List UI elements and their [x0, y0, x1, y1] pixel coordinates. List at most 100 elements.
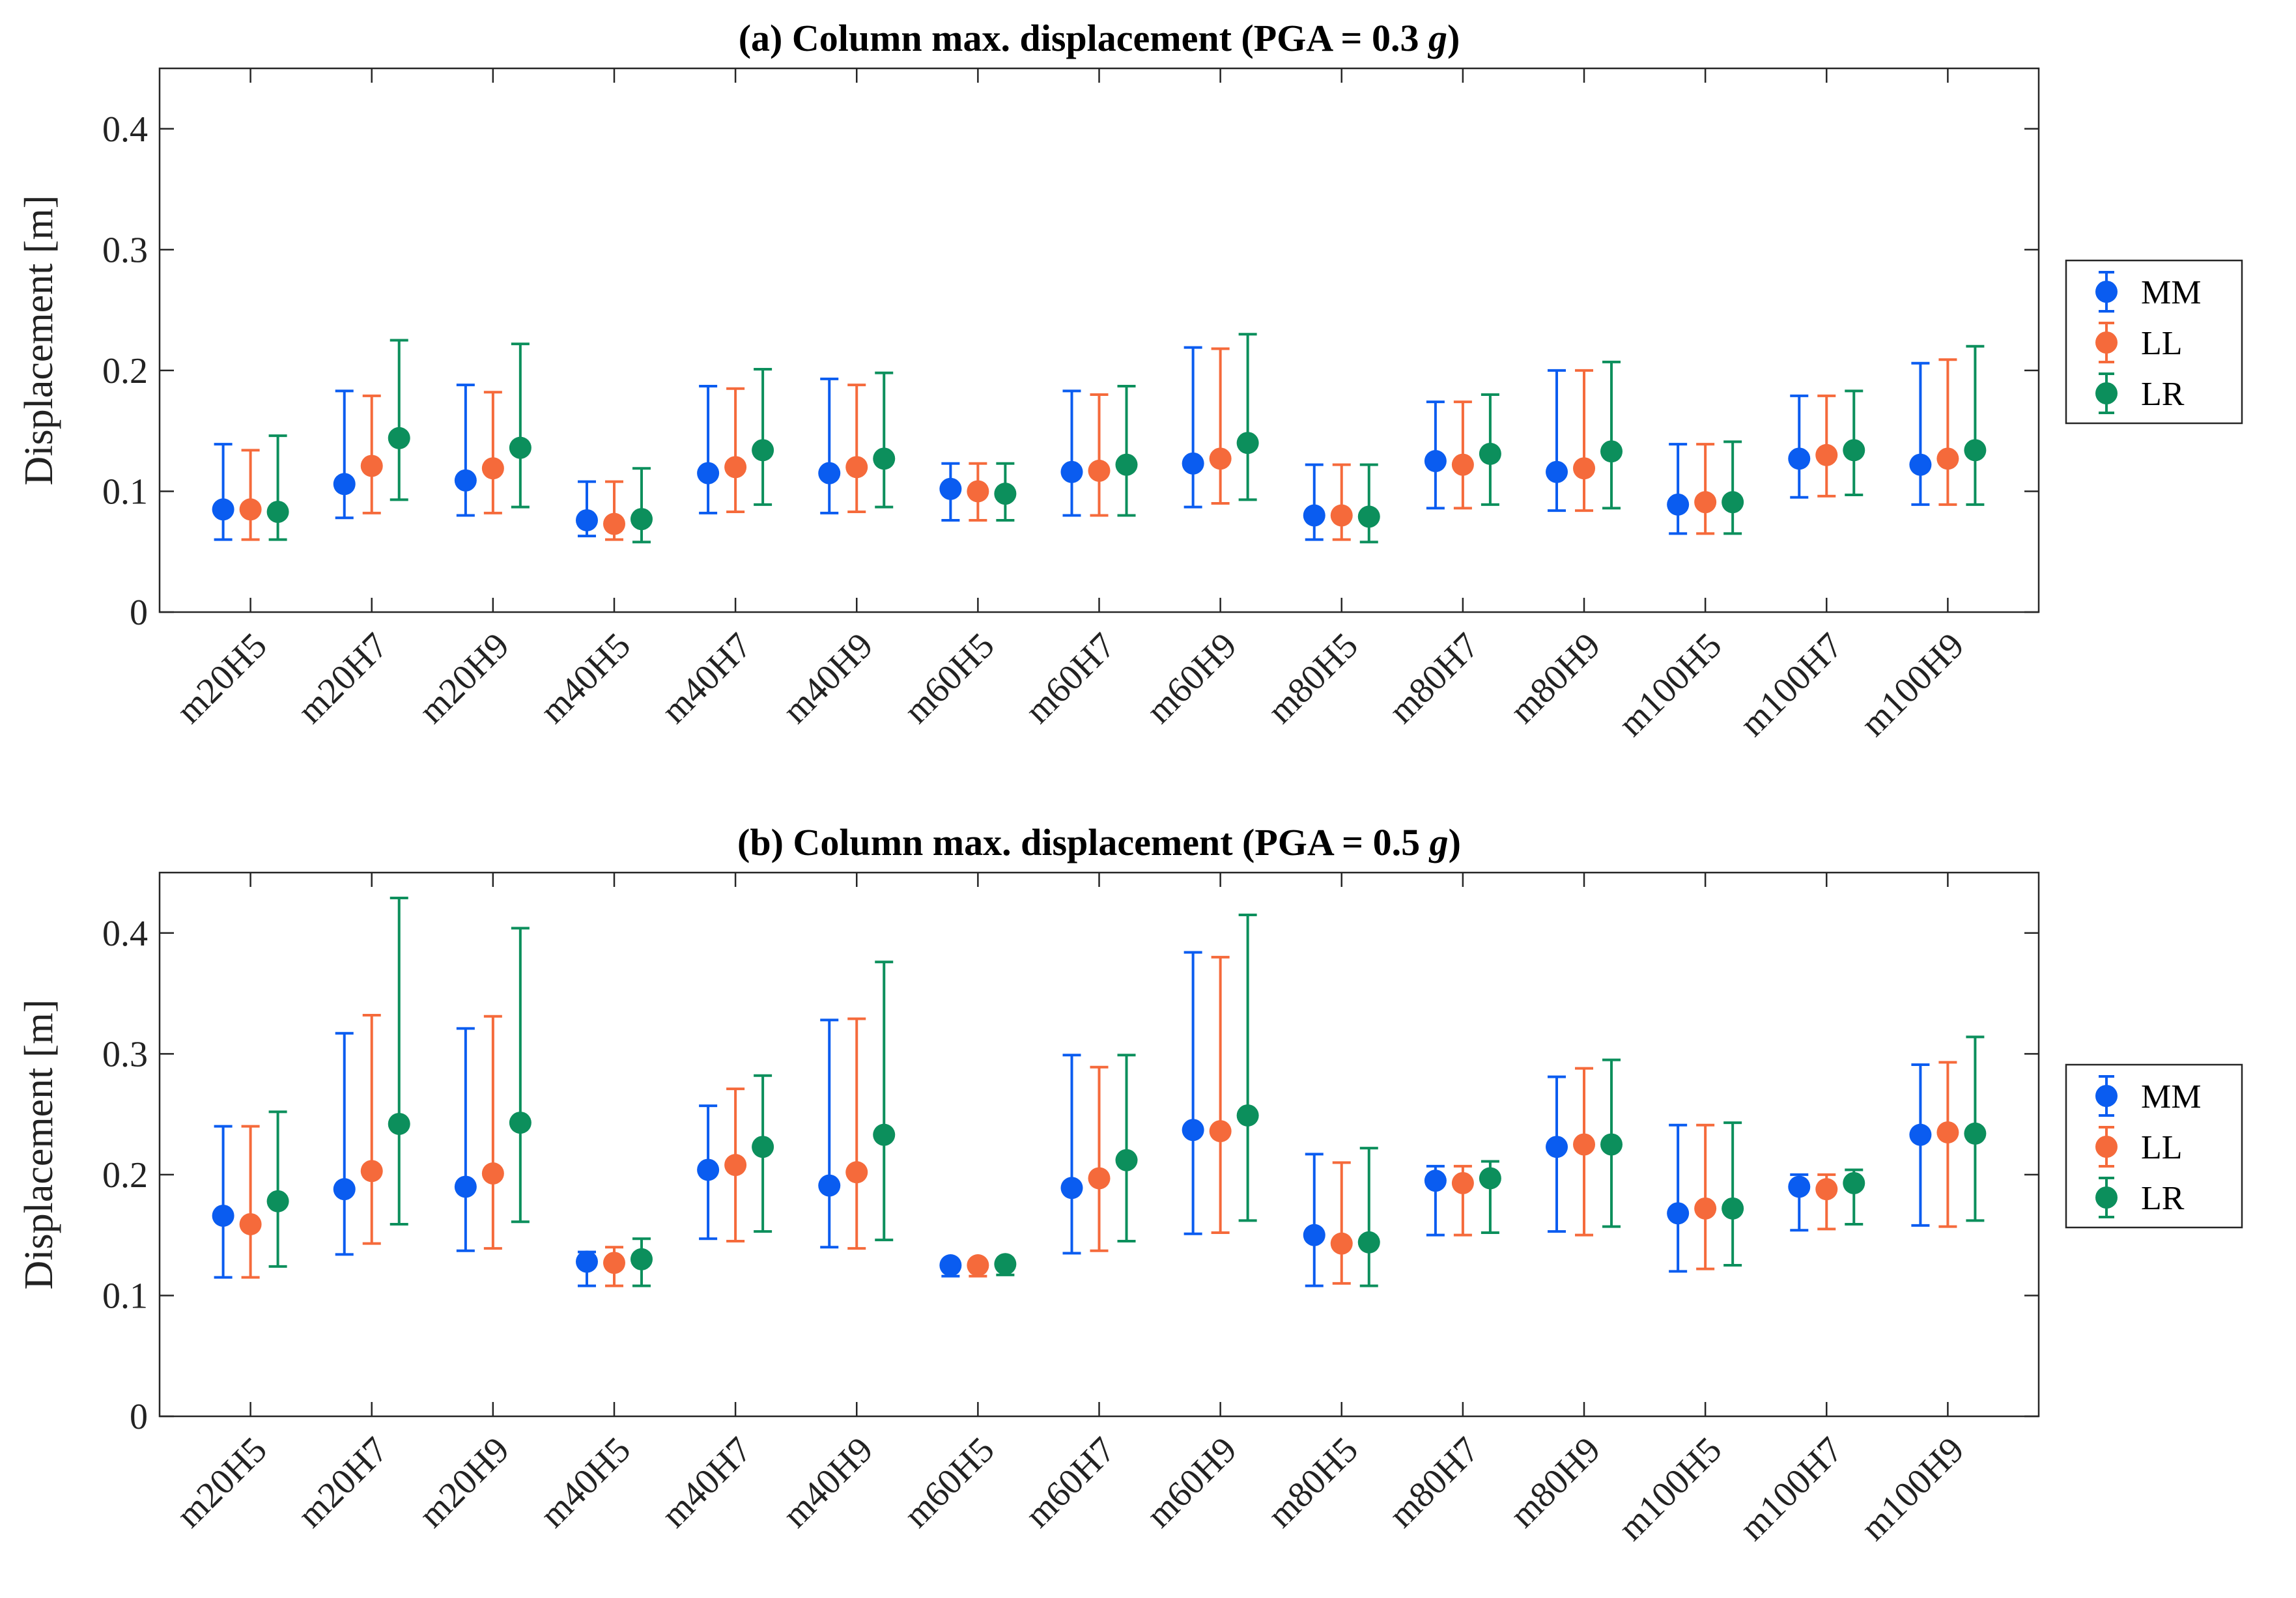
x-tick-label: m60H7: [1017, 1429, 1124, 1535]
x-tick-label: m80H7: [1381, 1429, 1487, 1535]
data-point: [752, 439, 774, 462]
x-tick-label: m20H7: [290, 625, 396, 731]
data-point: [481, 1162, 504, 1185]
data-point: [1303, 504, 1325, 527]
x-tick-label: m40H7: [654, 625, 760, 731]
data-point: [212, 1204, 234, 1227]
chart-title: (b) Column max. displacement (PGA = 0.5 …: [737, 821, 1461, 863]
y-tick-label: 0.4: [102, 109, 148, 150]
x-tick-label: m20H9: [411, 1429, 517, 1535]
data-point: [239, 498, 262, 521]
data-point: [1182, 452, 1204, 475]
data-point: [1451, 1171, 1474, 1194]
data-point: [697, 1158, 720, 1181]
data-point: [994, 1253, 1017, 1276]
data-point: [1451, 453, 1474, 476]
legend-entry-LL: LL: [2095, 1126, 2183, 1168]
data-point: [602, 1252, 625, 1274]
data-point: [266, 500, 289, 523]
data-point: [454, 1175, 477, 1198]
data-point: [575, 509, 598, 531]
data-point: [1330, 1232, 1353, 1255]
legend: MM LL LR: [2065, 259, 2243, 425]
data-point: [1060, 1177, 1083, 1199]
x-tick-label: m60H5: [896, 1429, 1002, 1535]
data-point: [1815, 443, 1838, 466]
y-tick-label: 0.2: [102, 351, 148, 391]
data-point: [873, 447, 896, 470]
x-tick-label: m100H5: [1611, 625, 1729, 744]
data-point: [1843, 439, 1865, 462]
data-point: [1479, 1167, 1501, 1190]
data-point: [1815, 1178, 1838, 1201]
data-point: [1694, 1197, 1717, 1220]
panel-b: (b) Column max. displacement (PGA = 0.5 …: [17, 821, 2243, 1549]
x-tick-label: m100H7: [1732, 1429, 1850, 1548]
legend-marker: [2095, 1085, 2118, 1107]
data-point: [1936, 1121, 1959, 1143]
data-point: [1694, 491, 1717, 514]
data-point: [509, 1112, 531, 1134]
data-point: [967, 480, 989, 503]
data-point: [697, 462, 720, 484]
legend-entry-LR: LR: [2095, 1177, 2185, 1218]
y-tick-label: 0: [130, 1397, 148, 1437]
x-tick-label: m60H7: [1017, 625, 1124, 731]
data-point: [1209, 1120, 1232, 1143]
legend-box: [2065, 1063, 2243, 1229]
x-tick-label: m100H9: [1853, 1429, 1972, 1548]
series-MM: [212, 346, 1932, 541]
y-axis-label: Displacement [m]: [17, 1000, 61, 1290]
data-point: [873, 1123, 896, 1146]
data-point: [1964, 439, 1987, 462]
data-point: [994, 483, 1017, 505]
data-point: [1667, 493, 1690, 516]
legend-marker: [2095, 331, 2118, 354]
data-point: [1115, 1149, 1138, 1171]
data-point: [1600, 440, 1623, 463]
data-point: [509, 436, 531, 459]
data-point: [1843, 1171, 1865, 1194]
data-point: [1088, 459, 1111, 482]
data-point: [575, 1250, 598, 1273]
x-tick-label: m40H7: [654, 1429, 760, 1535]
data-point: [1182, 1119, 1204, 1142]
data-point: [845, 456, 868, 479]
data-point: [1424, 450, 1447, 473]
y-tick-label: 0.1: [102, 471, 148, 512]
data-point: [1357, 1231, 1380, 1254]
data-point: [845, 1161, 868, 1184]
data-point: [360, 1160, 383, 1183]
y-tick-label: 0.3: [102, 230, 148, 270]
data-point: [602, 512, 625, 535]
data-point: [1788, 1175, 1811, 1198]
data-point: [333, 473, 356, 496]
legend-entry-MM: MM: [2095, 1075, 2201, 1117]
legend-marker: [2095, 1186, 2118, 1209]
data-point: [481, 457, 504, 480]
data-point: [1479, 442, 1501, 465]
data-point: [752, 1136, 774, 1158]
data-point: [1236, 432, 1259, 455]
legend-marker: [2095, 281, 2118, 303]
legend-label: MM: [2141, 1078, 2201, 1115]
x-tick-label: m40H9: [775, 1429, 881, 1535]
x-tick-label: m60H9: [1139, 1429, 1245, 1535]
legend-marker: [2095, 1136, 2118, 1158]
data-point: [939, 1254, 962, 1277]
data-point: [967, 1254, 989, 1277]
data-point: [939, 477, 962, 500]
data-point: [388, 1112, 410, 1135]
x-tick-label: m80H9: [1503, 1429, 1609, 1535]
series-LR: [266, 333, 1987, 544]
legend-entry-LL: LL: [2095, 322, 2183, 363]
y-tick-label: 0.4: [102, 914, 148, 954]
data-point: [1573, 1133, 1596, 1156]
data-point: [630, 1248, 653, 1270]
x-tick-label: m80H7: [1381, 625, 1487, 731]
x-tick-label: m80H5: [1260, 625, 1366, 731]
series-LR: [266, 896, 1987, 1287]
x-tick-label: m20H9: [411, 625, 517, 731]
data-point: [388, 427, 410, 449]
x-tick-label: m20H7: [290, 1429, 396, 1535]
